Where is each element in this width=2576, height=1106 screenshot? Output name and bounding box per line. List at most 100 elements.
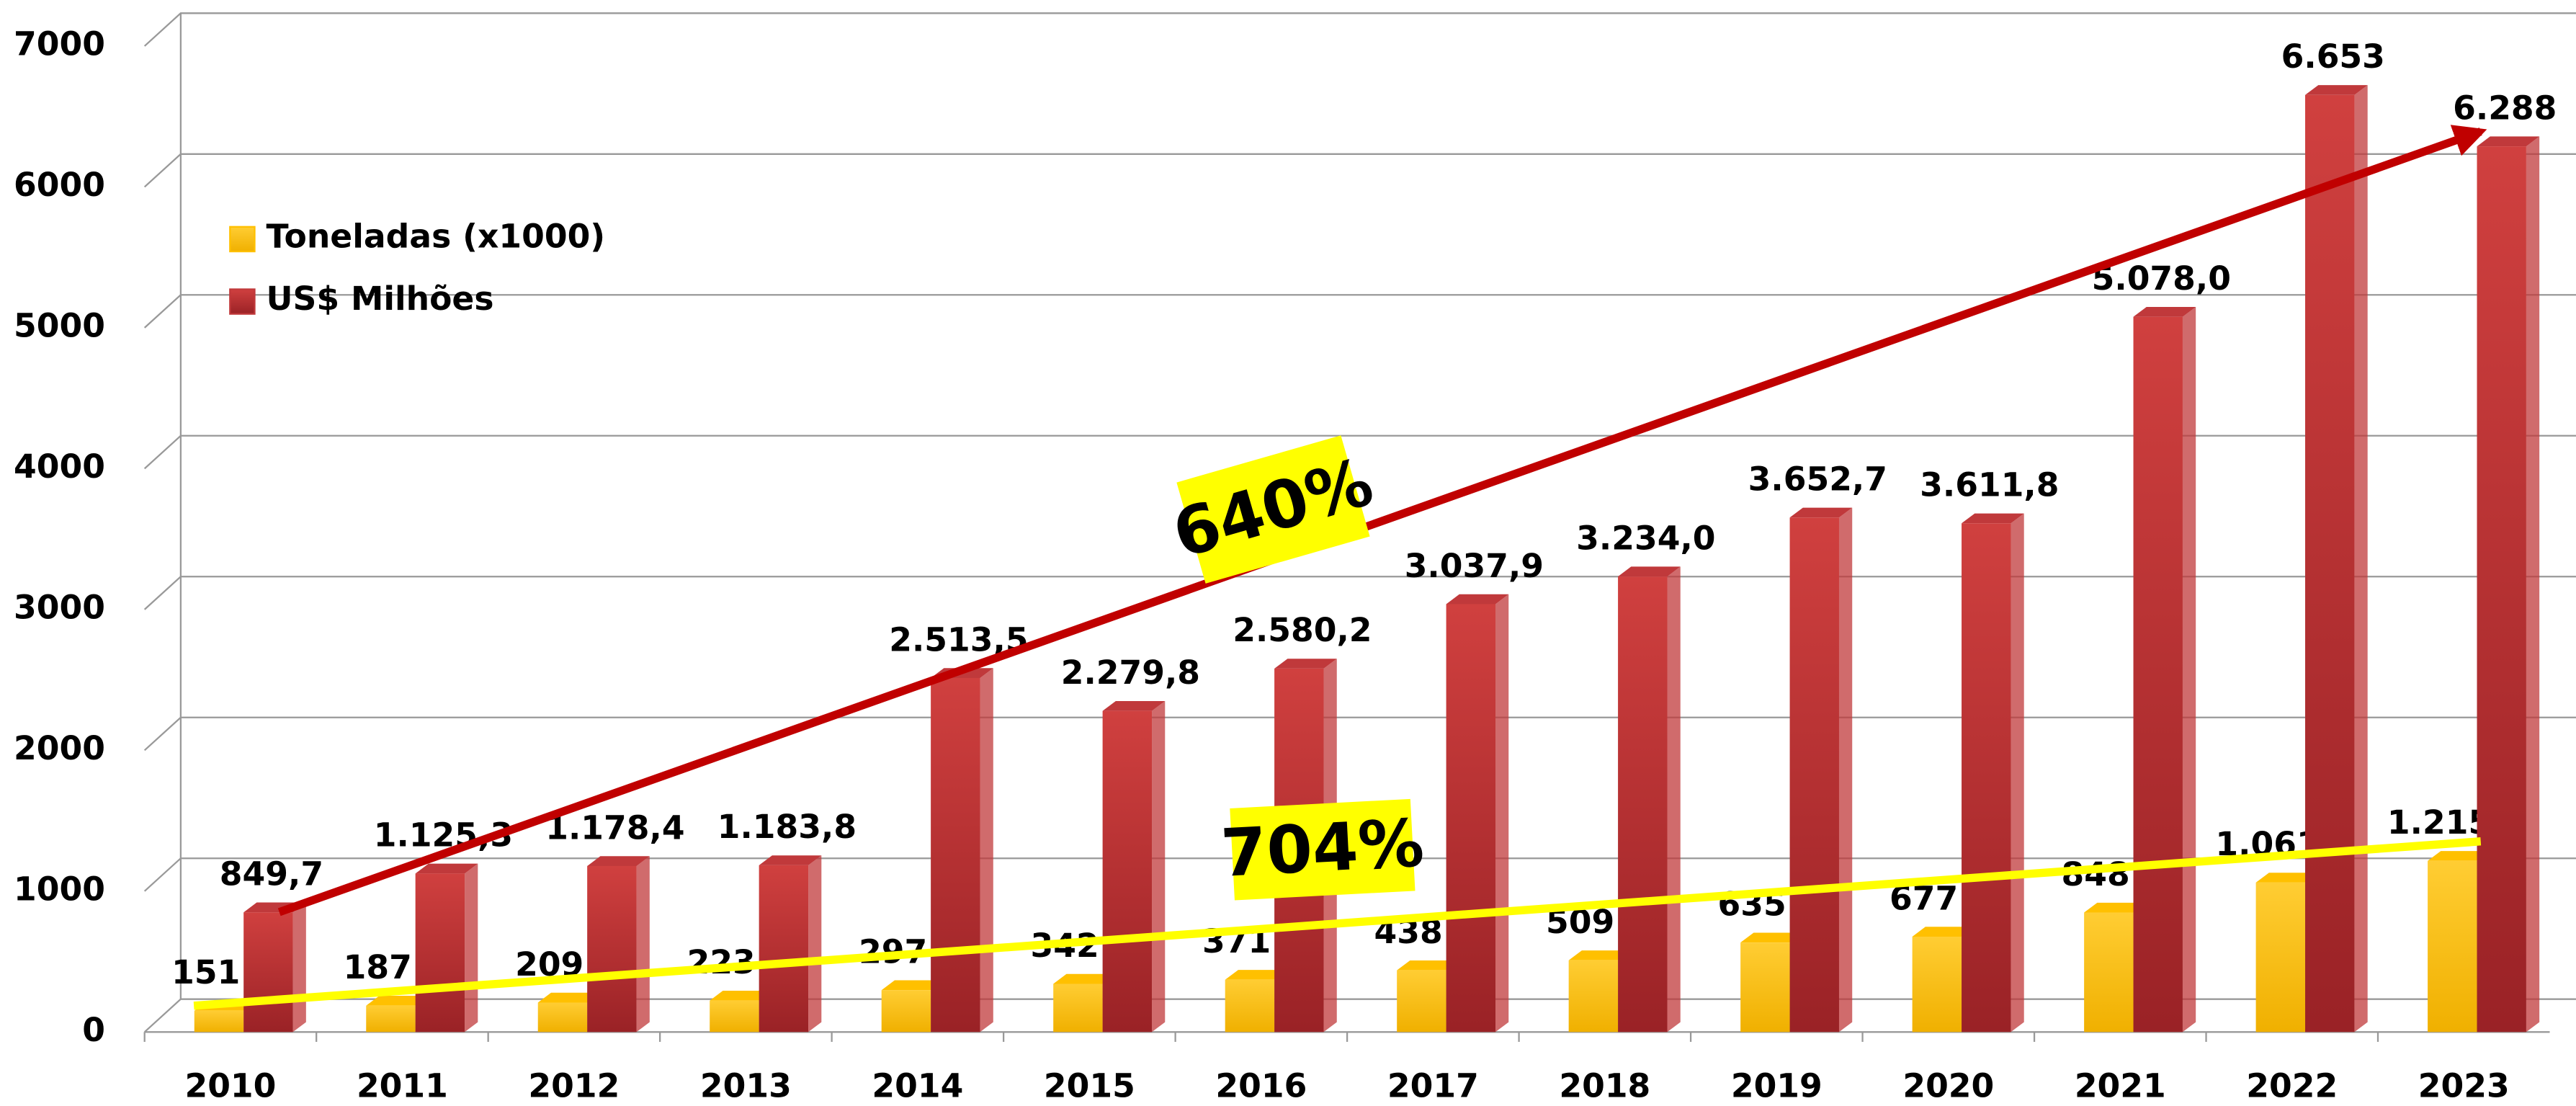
legend-swatch xyxy=(229,288,256,315)
bar-side xyxy=(1152,700,1166,1033)
x-tick-label: 2012 xyxy=(528,1066,620,1105)
bar-side xyxy=(292,902,306,1033)
data-label: 1.215 xyxy=(2387,803,2491,842)
y-tick-label: 0 xyxy=(82,1011,105,1049)
bar-top xyxy=(587,856,650,866)
bar xyxy=(2133,316,2183,1033)
annotation-box: 640% xyxy=(1165,435,1381,584)
bar-top xyxy=(1053,973,1116,984)
bar-top xyxy=(2428,851,2490,861)
x-tick-label: 2011 xyxy=(357,1066,448,1105)
y-tick-label: 4000 xyxy=(14,447,105,486)
x-tick-label: 2016 xyxy=(1215,1066,1307,1105)
bar-top xyxy=(1102,700,1166,711)
bar-side xyxy=(2526,136,2540,1033)
bar-side xyxy=(1838,507,1853,1033)
bar xyxy=(881,990,931,1033)
annotation: 704% xyxy=(1219,804,1426,892)
annotation-box: 704% xyxy=(1219,798,1426,901)
legend-label: Toneladas (x1000) xyxy=(266,217,605,255)
bar-top xyxy=(2084,902,2147,913)
grid-line xyxy=(143,576,2576,610)
trend-line xyxy=(193,837,2482,1010)
bar-top xyxy=(1397,960,1459,971)
bar xyxy=(587,865,637,1033)
x-tick-label: 2020 xyxy=(1902,1066,1994,1105)
bar-side xyxy=(2182,306,2196,1033)
bar-top xyxy=(1740,932,1803,943)
bar-top xyxy=(537,992,601,1003)
bar-side xyxy=(1667,566,1681,1033)
bar-top xyxy=(2477,136,2540,147)
x-tick-label: 2014 xyxy=(872,1066,963,1105)
bar-top xyxy=(710,991,772,1001)
bar xyxy=(1225,979,1275,1033)
y-tick-label: 2000 xyxy=(14,729,105,767)
y-tick-label: 7000 xyxy=(14,24,105,63)
bar-top xyxy=(1789,507,1853,518)
x-tick-label: 2022 xyxy=(2246,1066,2338,1105)
y-tick-label: 5000 xyxy=(14,306,105,344)
legend-label: US$ Milhões xyxy=(266,280,493,318)
x-tick-label: 2023 xyxy=(2418,1066,2510,1105)
data-label: 849,7 xyxy=(220,855,323,893)
data-label: 2.279,8 xyxy=(1061,654,1200,692)
bar xyxy=(710,1000,759,1033)
bar-top xyxy=(1618,566,1681,577)
bar xyxy=(1618,576,1668,1033)
grid-line xyxy=(143,12,2576,47)
bar-top xyxy=(1568,950,1632,960)
legend-swatch xyxy=(229,226,256,253)
data-label: 6.288 xyxy=(2453,89,2557,127)
bar-side xyxy=(2011,513,2024,1033)
bar xyxy=(759,865,809,1033)
bar-side xyxy=(1495,594,1509,1033)
x-tick-label: 2021 xyxy=(2075,1066,2166,1105)
data-label: 187 xyxy=(344,948,412,986)
x-tick-label: 2018 xyxy=(1559,1066,1650,1105)
bar-top xyxy=(1274,659,1337,669)
x-tick-label: 2013 xyxy=(700,1066,792,1105)
x-tick-label: 2015 xyxy=(1044,1066,1135,1105)
bar-top xyxy=(881,980,944,991)
bar xyxy=(1397,970,1446,1033)
data-label: 151 xyxy=(171,953,240,991)
bar-top xyxy=(2133,306,2196,317)
x-tick-label: 2017 xyxy=(1387,1066,1479,1105)
bar xyxy=(2305,94,2355,1033)
bar-top xyxy=(1962,513,2024,524)
grid-line xyxy=(143,716,2576,752)
bar xyxy=(1789,517,1839,1033)
data-label: 3.652,7 xyxy=(1748,460,1887,499)
bar-side xyxy=(808,855,822,1033)
bar xyxy=(1912,936,1962,1033)
bar-top xyxy=(759,855,822,865)
y-tick-label: 3000 xyxy=(14,588,105,626)
bar-top xyxy=(2255,873,2319,883)
bar xyxy=(366,1005,416,1033)
bar-top xyxy=(2305,85,2368,95)
data-label: 2.580,2 xyxy=(1233,611,1372,649)
bar-top xyxy=(415,863,478,874)
bar xyxy=(2084,912,2134,1033)
bar xyxy=(2477,146,2526,1033)
bar xyxy=(931,677,980,1033)
data-label: 1.183,8 xyxy=(717,808,857,846)
data-label: 5.078,0 xyxy=(2092,259,2231,298)
y-tick-label: 1000 xyxy=(14,870,105,908)
bar xyxy=(1446,604,1496,1033)
bar-side xyxy=(2354,85,2368,1033)
bar xyxy=(2255,882,2306,1033)
bar-side xyxy=(465,863,478,1033)
grid-line xyxy=(143,153,2576,188)
bar xyxy=(1102,710,1153,1033)
data-label: 3.611,8 xyxy=(1920,466,2059,504)
bar xyxy=(1568,960,1619,1033)
bar-top xyxy=(1446,594,1509,605)
x-tick-label: 2019 xyxy=(1731,1066,1823,1105)
bar xyxy=(2428,860,2477,1033)
bar xyxy=(1962,523,2011,1033)
bar-top xyxy=(1225,970,1288,980)
bar xyxy=(415,873,465,1033)
